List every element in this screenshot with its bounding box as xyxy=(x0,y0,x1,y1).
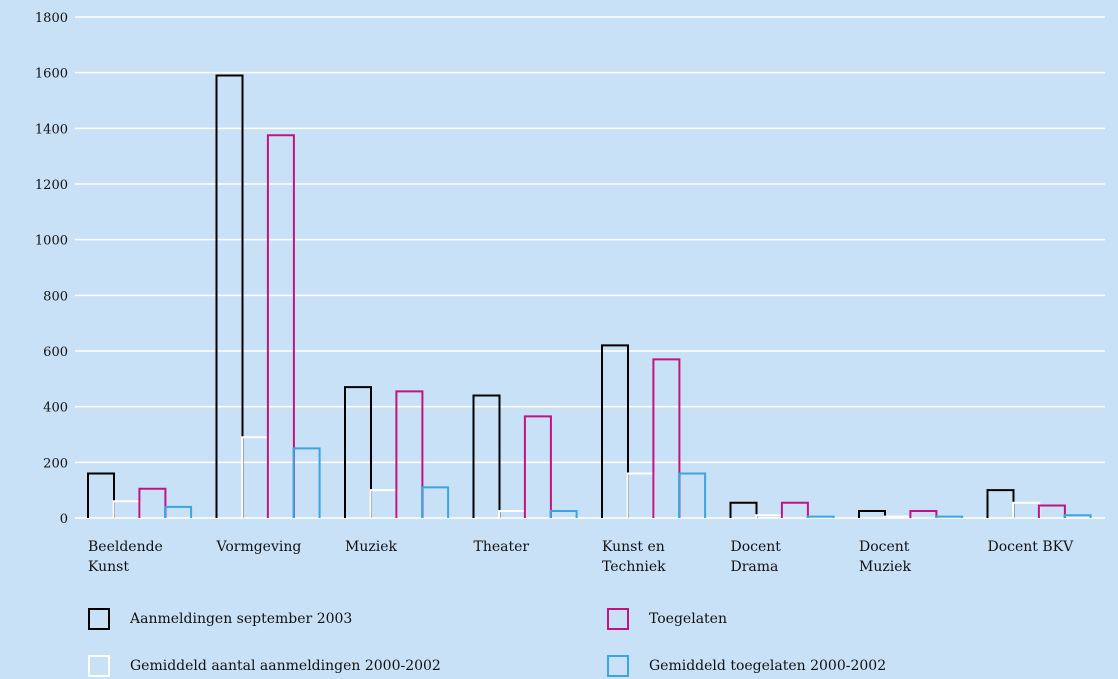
bar xyxy=(241,436,270,518)
x-tick-label: Muziek xyxy=(345,539,397,555)
bar xyxy=(935,515,964,518)
bar xyxy=(215,74,244,518)
x-tick-label: Docent Muziek xyxy=(859,539,911,575)
bar xyxy=(652,358,681,518)
x-tick-label: Kunst en Techniek xyxy=(602,539,666,575)
y-tick-label: 600 xyxy=(43,345,68,360)
bar xyxy=(472,394,501,518)
bar xyxy=(344,386,372,518)
bar xyxy=(292,447,321,518)
y-tick-label: 1200 xyxy=(35,178,68,193)
bar xyxy=(678,472,707,518)
bar xyxy=(266,134,295,518)
bar xyxy=(549,510,578,518)
bar xyxy=(523,415,552,518)
bar xyxy=(601,344,629,518)
bar xyxy=(112,500,141,518)
bar xyxy=(1063,514,1092,518)
y-tick-label: 200 xyxy=(43,456,68,471)
y-tick-label: 1000 xyxy=(35,234,68,249)
y-tick-label: 1400 xyxy=(35,122,68,137)
x-tick-label: Beeldende Kunst xyxy=(88,539,163,575)
bar xyxy=(138,487,167,518)
bar xyxy=(395,390,424,518)
bar xyxy=(729,501,758,518)
bar xyxy=(1012,501,1041,518)
bar xyxy=(909,510,938,518)
y-tick-label: 400 xyxy=(43,401,68,416)
bar xyxy=(87,472,115,518)
y-tick-label: 0 xyxy=(60,512,68,527)
x-tick-label: Docent Drama xyxy=(731,539,782,575)
y-tick-label: 1600 xyxy=(35,67,68,82)
bar xyxy=(626,472,655,518)
y-tick-label: 1800 xyxy=(35,11,68,26)
bar xyxy=(1037,504,1066,518)
bar xyxy=(858,510,886,518)
bar xyxy=(498,510,527,518)
x-tick-label: Docent BKV xyxy=(988,539,1075,555)
y-tick-label: 800 xyxy=(43,289,68,304)
bar xyxy=(369,489,398,518)
bar xyxy=(780,501,809,518)
bar xyxy=(806,515,835,518)
bar xyxy=(164,505,193,518)
x-tick-label: Vormgeving xyxy=(216,539,302,555)
bar xyxy=(986,489,1015,518)
bar xyxy=(421,486,450,518)
x-tick-label: Theater xyxy=(474,539,530,555)
